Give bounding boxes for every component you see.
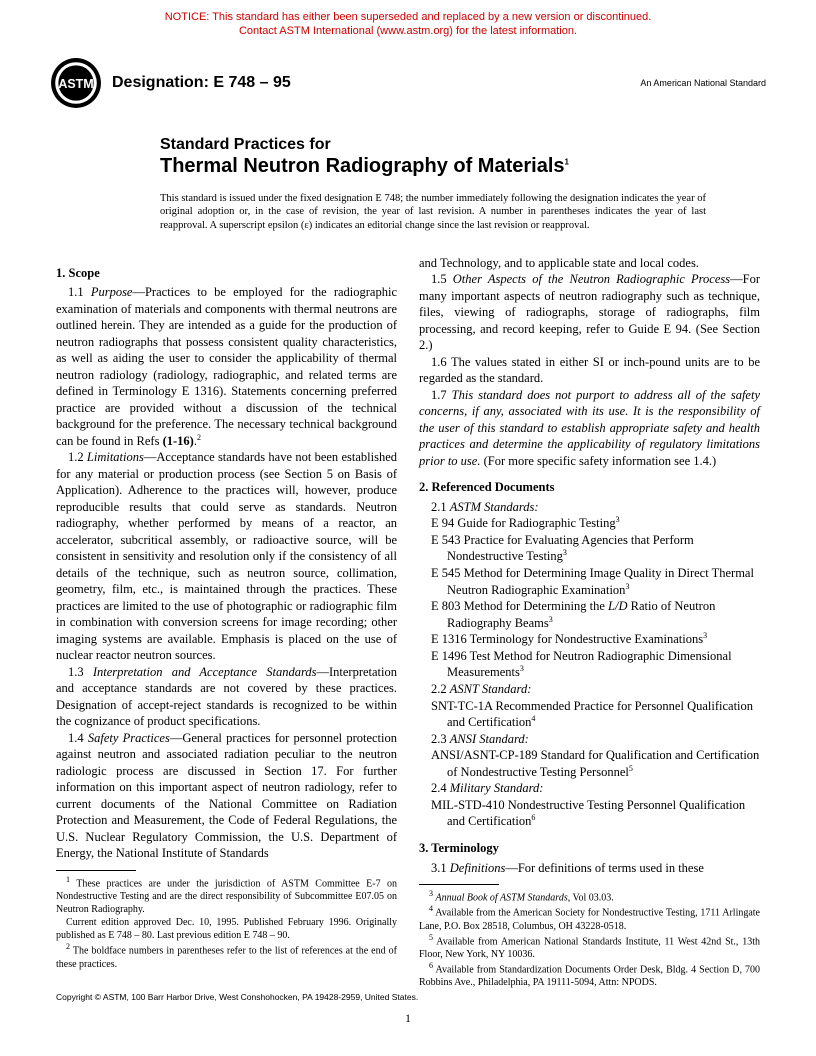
copyright: Copyright © ASTM, 100 Barr Harbor Drive,… — [56, 992, 418, 1002]
s22: 2.2 ASNT Standard: — [419, 681, 760, 698]
ref-e1316: E 1316 Terminology for Nondestructive Ex… — [419, 631, 760, 648]
notice-line2: Contact ASTM International (www.astm.org… — [239, 25, 577, 37]
footnotes-right: 3 Annual Book of ASTM Standards, Vol 03.… — [419, 889, 760, 989]
right-column: and Technology, and to applicable state … — [419, 255, 760, 990]
svg-text:ASTM: ASTM — [58, 77, 93, 91]
body-columns: 1. Scope 1.1 Purpose—Practices to be emp… — [56, 255, 760, 990]
para-1-2: 1.2 Limitations—Acceptance standards hav… — [56, 449, 397, 664]
notice-line1: NOTICE: This standard has either been su… — [165, 11, 652, 23]
para-1-4-cont: and Technology, and to applicable state … — [419, 255, 760, 272]
ref-mil: MIL-STD-410 Nondestructive Testing Perso… — [419, 797, 760, 830]
doc-title: Standard Practices for Thermal Neutron R… — [160, 135, 766, 178]
ref-e803: E 803 Method for Determining the L/D Rat… — [419, 598, 760, 631]
ref-e1496: E 1496 Test Method for Neutron Radiograp… — [419, 648, 760, 681]
refdocs-head: 2. Referenced Documents — [419, 479, 760, 496]
para-1-5: 1.5 Other Aspects of the Neutron Radiogr… — [419, 271, 760, 354]
s23: 2.3 ANSI Standard: — [419, 731, 760, 748]
s21: 2.1 ASTM Standards: — [419, 499, 760, 516]
footnote-rule-right — [419, 884, 499, 885]
page-number: 1 — [0, 1011, 816, 1026]
header-row: ASTM Designation: E 748 – 95 An American… — [0, 39, 816, 109]
issue-note: This standard is issued under the fixed … — [160, 192, 706, 233]
title-line1: Standard Practices for — [160, 135, 766, 154]
footnotes-left: 1 These practices are under the jurisdic… — [56, 875, 397, 971]
scope-head: 1. Scope — [56, 265, 397, 282]
designation: Designation: E 748 – 95 — [112, 74, 291, 92]
ref-snt: SNT-TC-1A Recommended Practice for Perso… — [419, 698, 760, 731]
footnote-rule-left — [56, 870, 136, 871]
left-column: 1. Scope 1.1 Purpose—Practices to be emp… — [56, 255, 397, 990]
ans-label: An American National Standard — [640, 78, 766, 88]
ref-ansi: ANSI/ASNT-CP-189 Standard for Qualificat… — [419, 747, 760, 780]
term-head: 3. Terminology — [419, 840, 760, 857]
para-1-3: 1.3 Interpretation and Acceptance Standa… — [56, 664, 397, 730]
title-line2: Thermal Neutron Radiography of Materials… — [160, 154, 766, 178]
s24: 2.4 Military Standard: — [419, 780, 760, 797]
ref-e94: E 94 Guide for Radiographic Testing3 — [419, 515, 760, 532]
para-1-4: 1.4 Safety Practices—General practices f… — [56, 730, 397, 862]
para-1-1: 1.1 Purpose—Practices to be employed for… — [56, 284, 397, 449]
astm-logo: ASTM — [50, 57, 102, 109]
ref-e545: E 545 Method for Determining Image Quali… — [419, 565, 760, 598]
para-1-7: 1.7 This standard does not purport to ad… — [419, 387, 760, 470]
ref-e543: E 543 Practice for Evaluating Agencies t… — [419, 532, 760, 565]
notice-banner: NOTICE: This standard has either been su… — [0, 0, 816, 39]
para-1-6: 1.6 The values stated in either SI or in… — [419, 354, 760, 387]
para-3-1: 3.1 Definitions—For definitions of terms… — [419, 860, 760, 877]
